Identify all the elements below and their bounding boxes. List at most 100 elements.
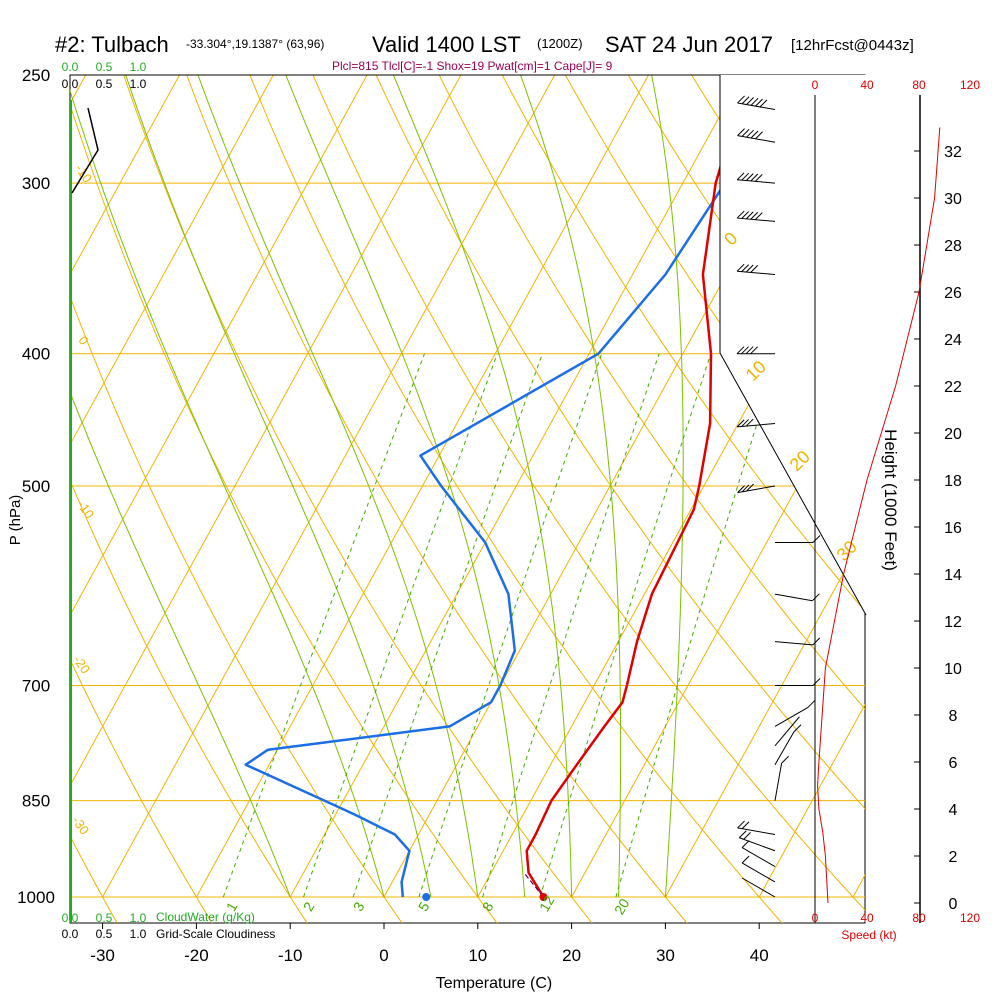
moist-adiabat [197, 75, 479, 898]
wind-barb-flag [745, 264, 754, 273]
cloudiness-tick-bottom: 0.0 [62, 927, 79, 941]
pressure-tick-label: 250 [22, 66, 50, 85]
wind-barb-staff [774, 641, 813, 646]
wind-panel-border [719, 352, 867, 616]
moist-adiabat [70, 390, 291, 898]
wind-barb-staff [774, 763, 783, 801]
isotherm-line [195, 75, 649, 898]
dry-adiabat [989, 51, 1000, 926]
moist-adiabat [520, 75, 622, 898]
x-tick-label: 30 [656, 946, 675, 965]
wind-barb-staff [774, 593, 813, 602]
wind-barb [774, 755, 789, 801]
wind-barb [775, 678, 821, 687]
mixing-ratio-line [615, 353, 780, 898]
isotherm-line [70, 75, 274, 446]
x-tick-label: 10 [468, 946, 487, 965]
wind-barb-flag [812, 535, 821, 543]
wind-barb-flag [781, 755, 789, 764]
height-tick-label: 22 [944, 379, 962, 396]
wind-barb [741, 840, 776, 868]
height-tick-label: 2 [949, 849, 958, 866]
profiles [244, 109, 753, 901]
moist-adiabat [125, 75, 432, 898]
height-tick-label: 20 [944, 426, 962, 443]
pressure-tick-label: 500 [22, 477, 50, 496]
cloudiness-trace [71, 107, 99, 194]
dry-adiabat [564, 75, 865, 516]
height-tick-label: 26 [944, 285, 962, 302]
wind-speed-profile [817, 127, 941, 904]
wind-barb-flag [746, 483, 754, 492]
mixing-ratio-line [418, 353, 603, 898]
wind-barb [774, 637, 821, 646]
wind-barb-flag [754, 174, 763, 182]
wind-barb-flag [745, 346, 754, 355]
cloudiness-tick-bottom: 1.0 [130, 927, 147, 941]
wind-barb-flag [793, 724, 802, 733]
x-tick-label: 20 [562, 946, 581, 965]
wind-barb-flag [750, 346, 759, 355]
wind-barb [736, 210, 776, 222]
wind-speed-panel [814, 95, 921, 923]
wind-barb-flag [737, 128, 745, 136]
speed-axis-label: Speed (kt) [841, 928, 896, 942]
wind-barb [741, 855, 776, 883]
speed-tick-top: 0 [812, 78, 819, 92]
wind-barb-staff [739, 837, 776, 852]
wind-barb-flag [807, 700, 816, 708]
dry-adiabat [70, 658, 213, 923]
dewpoint-profile [244, 109, 753, 898]
mixing-ratio-line [222, 353, 425, 898]
cloud-water-tick-bottom: 1.0 [130, 911, 147, 925]
forecast-info: [12hrFcst@0443z] [791, 37, 914, 54]
height-tick-label: 4 [949, 802, 958, 819]
isotherm-line [70, 75, 180, 276]
dry-adiabat [926, 51, 1000, 926]
wind-barb-flag [750, 173, 759, 182]
wind-barb-flag [812, 593, 820, 602]
wind-barb-staff [774, 706, 809, 727]
wind-barb [736, 263, 776, 276]
pressure-tick-label: 700 [22, 677, 50, 696]
wind-barb-staff [774, 716, 800, 747]
height-tick-label: 12 [944, 614, 962, 631]
wind-barb-flag [741, 855, 750, 864]
dry-adiabat [375, 75, 865, 810]
wind-panel-mask [720, 75, 866, 615]
height-tick-label: 0 [949, 896, 958, 913]
moist-adiabat [392, 75, 573, 898]
wind-barb-flag [755, 98, 763, 107]
wind-barb [774, 724, 802, 765]
height-axis-label: Height (1000 Feet) [881, 429, 900, 571]
cloudiness-tick-top: 0.0 [62, 77, 79, 91]
wind-barbs [736, 95, 821, 898]
cloud-water-tick-top: 1.0 [130, 60, 147, 74]
wind-barb-flag [741, 211, 750, 219]
wind-barb-flag [736, 419, 745, 428]
wind-barb-flag [812, 637, 821, 646]
mixing-ratio-line [482, 353, 660, 898]
pressure-tick-label: 850 [22, 792, 50, 811]
y-axis-label: P (hPa) [7, 495, 24, 546]
x-tick-label: -30 [90, 946, 115, 965]
wind-barb-staff [737, 102, 776, 111]
wind-barb [737, 820, 776, 836]
isotherm-line [70, 75, 462, 787]
dry-adiabat [186, 75, 688, 923]
station-coords: -33.304°,19.1387° (63,96) [186, 37, 324, 51]
wind-barb-flag [737, 95, 745, 104]
plot-top-border [70, 74, 721, 353]
mixing-ratio-line [352, 353, 543, 898]
mixing-ratio-line [303, 353, 498, 898]
wind-barb-flag [745, 173, 754, 181]
wind-barb [738, 830, 776, 852]
surface-dewpoint-marker [422, 893, 431, 901]
cloudiness-tick-bottom: 0.5 [96, 927, 113, 941]
wind-barb-flag [738, 830, 747, 839]
wind-barb [737, 483, 776, 494]
pressure-tick-label: 1000 [17, 888, 55, 907]
wind-barb [775, 535, 821, 544]
wind-barb-staff [737, 485, 776, 494]
